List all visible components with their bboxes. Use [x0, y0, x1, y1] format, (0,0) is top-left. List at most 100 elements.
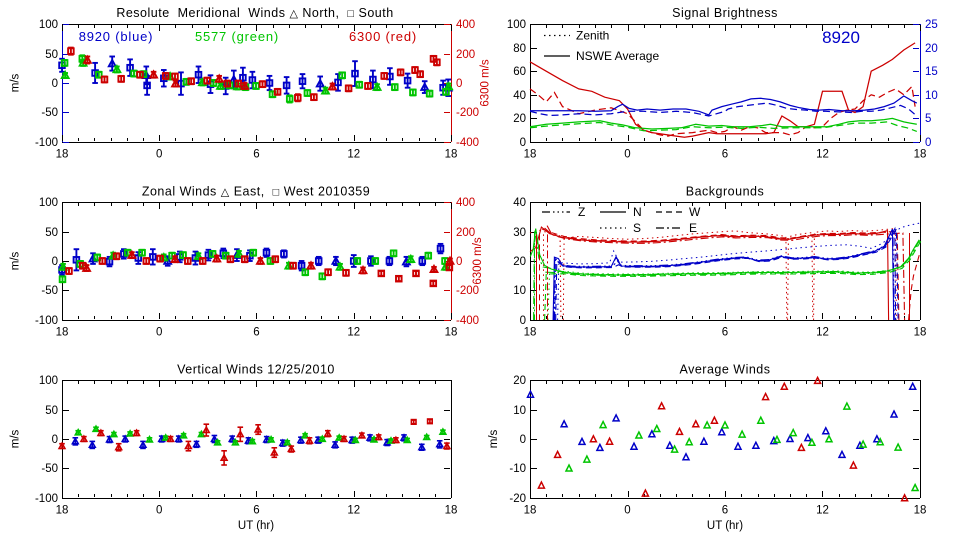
svg-text:12: 12 — [347, 327, 360, 339]
svg-text:40: 40 — [513, 90, 526, 102]
svg-text:-20: -20 — [509, 493, 526, 505]
svg-text:Zenith: Zenith — [576, 29, 609, 43]
svg-text:25: 25 — [925, 19, 938, 31]
svg-text:6300 (red): 6300 (red) — [349, 29, 417, 44]
svg-text:6: 6 — [722, 149, 728, 161]
svg-text:W: W — [689, 205, 701, 219]
svg-text:18: 18 — [524, 505, 537, 517]
svg-text:m/s: m/s — [488, 429, 500, 448]
svg-text:6: 6 — [722, 505, 728, 517]
svg-text:100: 100 — [507, 19, 526, 31]
svg-text:200: 200 — [456, 49, 475, 61]
svg-text:Backgrounds: Backgrounds — [686, 185, 764, 199]
svg-text:6: 6 — [253, 505, 259, 517]
svg-text:-400: -400 — [456, 137, 479, 149]
svg-text:10: 10 — [925, 90, 938, 102]
svg-text:E: E — [689, 221, 697, 235]
svg-text:8920: 8920 — [822, 28, 860, 47]
svg-text:12: 12 — [816, 505, 829, 517]
svg-text:100: 100 — [39, 19, 58, 31]
svg-text:20: 20 — [513, 113, 526, 125]
svg-text:40: 40 — [513, 197, 526, 209]
svg-text:50: 50 — [45, 405, 58, 417]
svg-text:0: 0 — [520, 137, 526, 149]
svg-text:UT (hr): UT (hr) — [238, 520, 274, 532]
svg-text:0: 0 — [52, 256, 58, 268]
svg-text:8920 (blue): 8920 (blue) — [79, 29, 154, 44]
svg-text:20: 20 — [513, 256, 526, 268]
svg-text:0: 0 — [156, 327, 162, 339]
svg-text:100: 100 — [39, 197, 58, 209]
svg-text:6: 6 — [253, 149, 259, 161]
svg-text:0: 0 — [156, 505, 162, 517]
svg-text:20: 20 — [925, 43, 938, 55]
svg-text:18: 18 — [56, 505, 69, 517]
svg-text:18: 18 — [524, 149, 537, 161]
svg-text:0: 0 — [456, 256, 462, 268]
svg-text:6: 6 — [253, 327, 259, 339]
svg-text:50: 50 — [45, 49, 58, 61]
svg-text:12: 12 — [816, 327, 829, 339]
svg-text:0: 0 — [520, 315, 526, 327]
svg-text:-400: -400 — [456, 315, 479, 327]
svg-text:Average Winds: Average Winds — [679, 363, 770, 377]
svg-text:20: 20 — [513, 375, 526, 387]
svg-text:0: 0 — [520, 434, 526, 446]
svg-text:12: 12 — [347, 149, 360, 161]
svg-text:15: 15 — [925, 66, 938, 78]
svg-text:50: 50 — [45, 227, 58, 239]
svg-text:-50: -50 — [41, 463, 58, 475]
svg-text:18: 18 — [914, 149, 927, 161]
svg-text:12: 12 — [816, 149, 829, 161]
svg-text:S: S — [633, 221, 641, 235]
svg-text:10: 10 — [513, 285, 526, 297]
svg-text:-10: -10 — [509, 463, 526, 475]
svg-text:-100: -100 — [35, 315, 58, 327]
svg-text:100: 100 — [39, 375, 58, 387]
svg-text:6: 6 — [722, 327, 728, 339]
svg-text:0: 0 — [624, 505, 630, 517]
svg-text:0: 0 — [52, 434, 58, 446]
svg-text:5: 5 — [925, 113, 931, 125]
svg-text:30: 30 — [513, 227, 526, 239]
svg-text:m/s: m/s — [10, 73, 22, 92]
svg-text:6300 m/s: 6300 m/s — [472, 237, 484, 285]
svg-text:Vertical Winds 12/25/2010: Vertical Winds 12/25/2010 — [177, 363, 335, 377]
svg-text:18: 18 — [524, 327, 537, 339]
svg-text:-50: -50 — [41, 107, 58, 119]
svg-text:18: 18 — [56, 327, 69, 339]
svg-text:0: 0 — [156, 149, 162, 161]
svg-text:-100: -100 — [35, 137, 58, 149]
svg-text:0: 0 — [624, 149, 630, 161]
svg-text:-200: -200 — [456, 285, 479, 297]
svg-text:6300 m/s: 6300 m/s — [480, 59, 492, 107]
svg-text:N: N — [633, 205, 642, 219]
svg-text:18: 18 — [914, 327, 927, 339]
svg-text:Zonal Winds △ East, □ West 20: Zonal Winds △ East, □ West 2010359 — [142, 185, 370, 199]
svg-text:18: 18 — [56, 149, 69, 161]
svg-text:0: 0 — [925, 137, 931, 149]
svg-text:200: 200 — [456, 227, 475, 239]
svg-text:UT (hr): UT (hr) — [707, 520, 743, 532]
svg-text:80: 80 — [513, 43, 526, 55]
svg-text:-100: -100 — [35, 493, 58, 505]
svg-text:400: 400 — [456, 197, 475, 209]
svg-text:m/s: m/s — [10, 429, 22, 448]
svg-text:0: 0 — [624, 327, 630, 339]
svg-text:Z: Z — [578, 205, 585, 219]
svg-text:m/s: m/s — [10, 251, 22, 270]
svg-text:400: 400 — [456, 19, 475, 31]
svg-text:0: 0 — [52, 78, 58, 90]
svg-text:5577 (green): 5577 (green) — [195, 29, 279, 44]
svg-text:Resolute Meridional Winds △: Resolute Meridional Winds △ North, □ Sou… — [116, 6, 393, 20]
svg-text:60: 60 — [513, 66, 526, 78]
svg-text:12: 12 — [347, 505, 360, 517]
svg-text:10: 10 — [513, 405, 526, 417]
svg-text:NSWE Average: NSWE Average — [576, 49, 659, 63]
svg-text:18: 18 — [445, 327, 458, 339]
svg-text:18: 18 — [445, 505, 458, 517]
svg-text:18: 18 — [914, 505, 927, 517]
svg-text:18: 18 — [445, 149, 458, 161]
svg-text:Signal Brightness: Signal Brightness — [672, 6, 778, 20]
svg-text:-200: -200 — [456, 107, 479, 119]
